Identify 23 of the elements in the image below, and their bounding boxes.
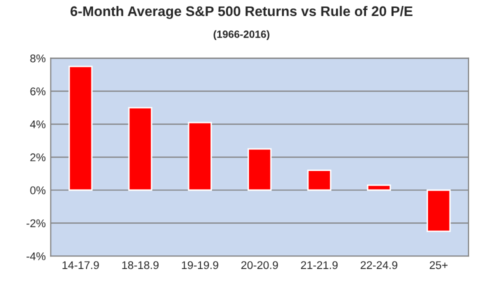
bar [426, 189, 451, 232]
chart-title: 6-Month Average S&P 500 Returns vs Rule of 20 P/E [70, 6, 412, 19]
bar [188, 122, 212, 191]
bar [307, 170, 332, 191]
y-tick-label: 4% [30, 120, 46, 128]
x-tick-label: 19-19.9 [182, 261, 218, 270]
y-tick-label: 2% [30, 153, 46, 162]
y-tick-label: -2% [26, 219, 46, 228]
bar [248, 148, 272, 191]
y-tick-label: 0% [30, 186, 46, 194]
y-tick-label: 8% [30, 54, 46, 62]
x-tick-label: 18-18.9 [122, 261, 159, 270]
y-tick-label: 6% [30, 87, 46, 96]
bar [366, 184, 392, 191]
bar [68, 66, 93, 191]
x-tick-label: 22-24.9 [360, 261, 398, 270]
y-tick-label: -4% [26, 252, 46, 260]
x-tick-label: 14-17.9 [62, 261, 99, 270]
chart-subtitle: (1966-2016) [214, 30, 270, 40]
x-tick-label: 25+ [430, 261, 448, 270]
bar [128, 106, 152, 191]
x-tick-label: 20-20.9 [241, 261, 278, 270]
x-tick-label: 21-21.9 [301, 261, 338, 270]
